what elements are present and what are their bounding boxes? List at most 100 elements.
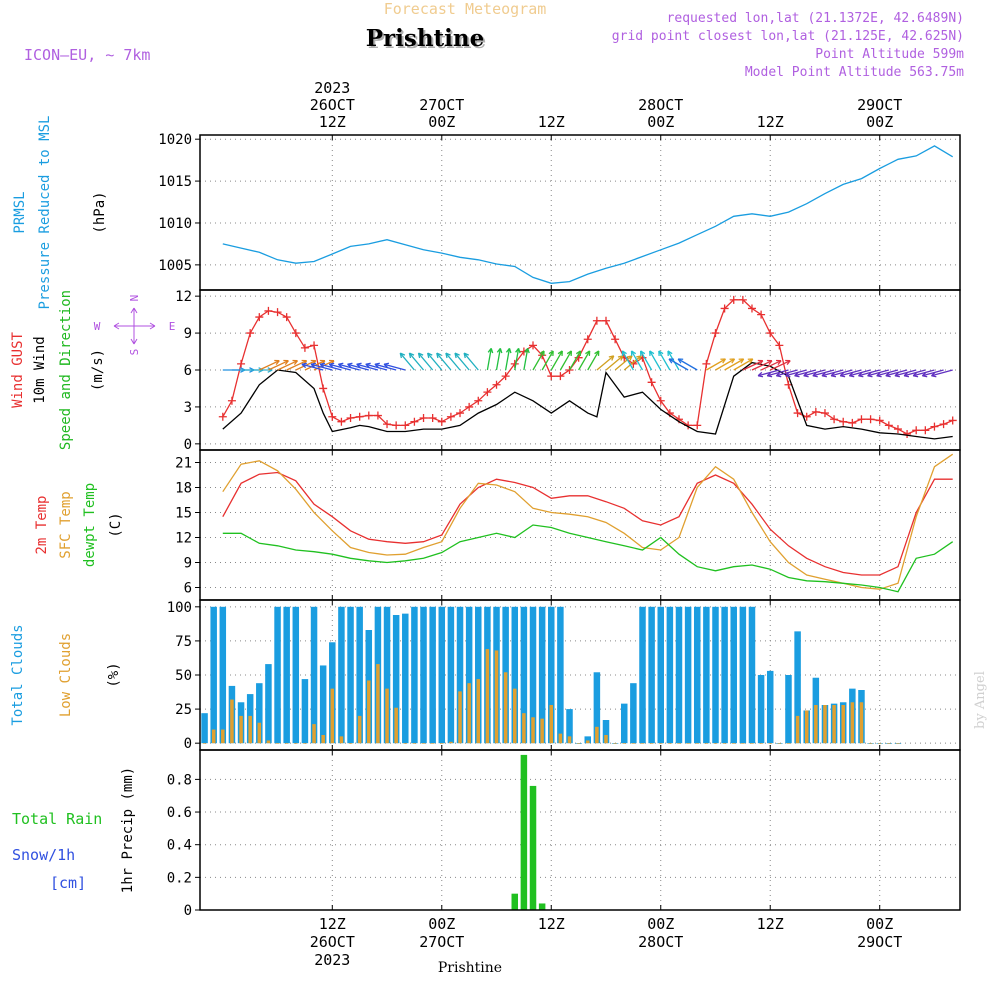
total-clouds-bar xyxy=(429,606,436,744)
wind-direction-arrow xyxy=(301,362,324,371)
low-clouds-bar xyxy=(421,743,426,744)
y-tick-label: 1010 xyxy=(158,216,192,232)
arrow-shaft xyxy=(821,369,844,377)
gust-marker xyxy=(720,304,729,313)
total-clouds-bar xyxy=(392,615,400,744)
arrow-shaft xyxy=(319,363,342,371)
arrow-shaft xyxy=(277,360,298,371)
y-tick-label: 3 xyxy=(184,400,192,416)
low-clouds-bar xyxy=(887,743,891,744)
gust-marker xyxy=(884,421,893,430)
gust-marker xyxy=(875,416,884,425)
wind-direction-arrow xyxy=(885,369,908,378)
arrow-head xyxy=(548,350,554,355)
arrow-head xyxy=(427,352,433,356)
wind-direction-arrow xyxy=(839,369,862,378)
arrow-shaft xyxy=(436,352,452,371)
arrow-head xyxy=(487,347,492,353)
gust-marker xyxy=(702,359,711,368)
gust-marker xyxy=(355,412,364,421)
arrow-shaft xyxy=(785,369,807,377)
wind-direction-arrow xyxy=(621,350,634,371)
total-clouds-bar xyxy=(593,672,601,744)
total-clouds-bar xyxy=(557,606,564,744)
low-clouds-bar xyxy=(394,707,398,744)
total-clouds-bar xyxy=(785,675,792,744)
low-clouds-bar xyxy=(567,736,572,744)
arrow-head xyxy=(611,355,615,361)
wind-direction-arrow xyxy=(417,352,434,371)
precip-panel xyxy=(195,749,961,911)
total-clouds-bar xyxy=(739,606,747,744)
wind-direction-arrow xyxy=(328,362,351,371)
arrow-head xyxy=(347,363,352,369)
compass-rose xyxy=(113,307,156,345)
arrow-shaft xyxy=(587,350,600,371)
y-axis-label: (C) xyxy=(108,512,124,537)
total-clouds-bar xyxy=(675,606,683,744)
wind-direction-arrow xyxy=(658,350,671,371)
top-time-label: 26OCT xyxy=(310,96,355,114)
precip-side-label: [cm] xyxy=(50,874,86,892)
total-rain-bar xyxy=(529,785,537,910)
arrow-head xyxy=(408,353,412,359)
wind-direction-arrow xyxy=(639,350,653,371)
bottom-time-label: 12Z xyxy=(538,915,565,933)
arrow-shaft xyxy=(623,355,642,371)
wind-direction-arrow xyxy=(830,369,853,378)
arrow-head xyxy=(636,355,642,358)
gust-marker xyxy=(848,418,857,427)
gust-marker xyxy=(775,341,784,350)
gust-marker xyxy=(218,412,227,421)
total-clouds-bar xyxy=(411,606,418,744)
total-clouds-bar xyxy=(310,606,318,744)
arrow-head xyxy=(383,363,389,369)
low-clouds-bar xyxy=(531,717,535,744)
wind-direction-arrow xyxy=(667,350,680,371)
arrow-shaft xyxy=(399,352,415,371)
total-clouds-bar xyxy=(639,606,646,744)
low-clouds-bar xyxy=(713,743,718,744)
arrow-shaft xyxy=(356,363,379,371)
arrow-head xyxy=(566,350,572,355)
wind-direction-arrow xyxy=(858,369,880,378)
low-clouds-bar xyxy=(668,743,672,744)
wind-direction-arrow xyxy=(867,369,890,378)
y-tick-label: 1005 xyxy=(158,258,192,274)
arrow-shaft xyxy=(724,358,744,371)
y-tick-label: 75 xyxy=(175,634,192,650)
grid-point-coords: grid point closest lon,lat (21.125E, 42.… xyxy=(612,29,964,44)
wind-direction-arrow xyxy=(812,369,835,378)
low-clouds-bar xyxy=(604,735,608,744)
arrow-head xyxy=(418,352,424,356)
y-axis-label: (%) xyxy=(106,662,122,687)
total-clouds-bar xyxy=(766,670,774,744)
low-clouds-bar xyxy=(759,743,763,744)
wind-direction-arrow xyxy=(277,359,299,371)
arrow-shaft xyxy=(668,358,689,371)
arrow-shaft xyxy=(532,350,545,371)
arrow-head xyxy=(786,360,791,366)
gust-marker xyxy=(747,304,756,313)
arrow-shaft xyxy=(658,350,671,371)
arrow-head xyxy=(463,353,466,359)
arrow-shaft xyxy=(365,363,388,371)
low-clouds-bar xyxy=(312,724,316,744)
gust-marker xyxy=(948,416,957,425)
arrow-head xyxy=(885,371,890,377)
arrow-head xyxy=(667,350,673,355)
gust-marker xyxy=(547,372,556,381)
low-clouds-bar xyxy=(695,743,699,744)
y-axis-label: Low Clouds xyxy=(58,633,74,717)
arrow-shaft xyxy=(913,369,935,377)
location-title-shadow: Prishtine xyxy=(368,27,487,54)
arrow-head xyxy=(931,371,936,377)
top-time-label: 00Z xyxy=(647,113,674,131)
y-axis-label: SFC Temp xyxy=(58,491,74,558)
low-clouds-bar xyxy=(768,743,772,744)
arrow-head xyxy=(383,362,390,365)
low-clouds-bar xyxy=(357,715,362,744)
bottom-time-label: 12Z xyxy=(319,915,346,933)
arrow-head xyxy=(867,375,873,378)
arrow-head xyxy=(284,360,289,366)
